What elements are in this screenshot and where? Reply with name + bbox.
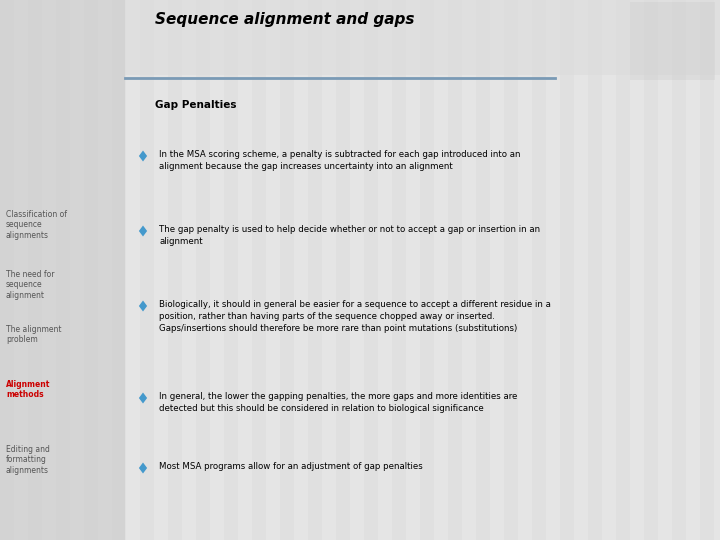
Bar (490, 0, 504, 540)
Bar (378, 0, 392, 540)
Text: Sequence alignment and gaps: Sequence alignment and gaps (155, 12, 415, 27)
Bar (210, 0, 224, 540)
Polygon shape (139, 393, 147, 403)
Bar (70, 0, 84, 540)
Bar (658, 0, 672, 540)
FancyBboxPatch shape (630, 2, 715, 80)
Bar (196, 0, 210, 540)
Bar (546, 0, 560, 540)
Bar (518, 0, 532, 540)
Bar (84, 0, 98, 540)
Bar (0, 0, 14, 540)
Bar (574, 0, 588, 540)
Bar (266, 0, 280, 540)
Text: Biologically, it should in general be easier for a sequence to accept a differen: Biologically, it should in general be ea… (159, 300, 551, 333)
Bar (406, 0, 420, 540)
Bar (336, 0, 350, 540)
Bar (280, 0, 294, 540)
Bar (462, 0, 476, 540)
Bar (532, 0, 546, 540)
Bar (112, 0, 126, 540)
Bar (350, 0, 364, 540)
Text: In the MSA scoring scheme, a penalty is subtracted for each gap introduced into : In the MSA scoring scheme, a penalty is … (159, 150, 521, 171)
Text: In general, the lower the gapping penalties, the more gaps and more identities a: In general, the lower the gapping penalt… (159, 392, 518, 413)
Bar (98, 0, 112, 540)
Bar (588, 0, 602, 540)
Bar (140, 0, 154, 540)
Bar (252, 0, 266, 540)
Bar (126, 0, 140, 540)
Bar (448, 0, 462, 540)
Polygon shape (139, 462, 147, 474)
Text: Alignment
methods: Alignment methods (6, 380, 50, 400)
Bar (294, 0, 308, 540)
Text: Editing and
formatting
alignments: Editing and formatting alignments (6, 445, 50, 475)
Text: Most MSA programs allow for an adjustment of gap penalties: Most MSA programs allow for an adjustmen… (159, 462, 423, 471)
Bar (28, 0, 42, 540)
Text: Classification of
sequence
alignments: Classification of sequence alignments (6, 210, 67, 240)
Bar (56, 0, 70, 540)
Bar (182, 0, 196, 540)
Bar (308, 0, 322, 540)
Polygon shape (139, 226, 147, 237)
Bar (602, 0, 616, 540)
Bar (714, 0, 720, 540)
Bar (434, 0, 448, 540)
Bar (125, 0, 720, 540)
Bar (672, 0, 686, 540)
Bar (476, 0, 490, 540)
Bar (504, 0, 518, 540)
Bar (364, 0, 378, 540)
Text: The need for
sequence
alignment: The need for sequence alignment (6, 270, 55, 300)
Bar (14, 0, 28, 540)
Bar (700, 0, 714, 540)
Bar (42, 0, 56, 540)
Bar (322, 0, 336, 540)
Bar (392, 0, 406, 540)
Text: The gap penalty is used to help decide whether or not to accept a gap or inserti: The gap penalty is used to help decide w… (159, 225, 540, 246)
Bar (154, 0, 168, 540)
Bar (420, 0, 434, 540)
Bar (644, 0, 658, 540)
Bar (686, 0, 700, 540)
Bar (616, 0, 630, 540)
Polygon shape (139, 300, 147, 312)
Bar (125, 0, 720, 75)
Bar (224, 0, 238, 540)
Bar (0, 0, 125, 540)
Polygon shape (139, 151, 147, 161)
Bar (560, 0, 574, 540)
Text: The alignment
problem: The alignment problem (6, 325, 61, 345)
Bar (630, 0, 644, 540)
Bar (238, 0, 252, 540)
Text: Gap Penalties: Gap Penalties (155, 100, 236, 110)
Bar (168, 0, 182, 540)
